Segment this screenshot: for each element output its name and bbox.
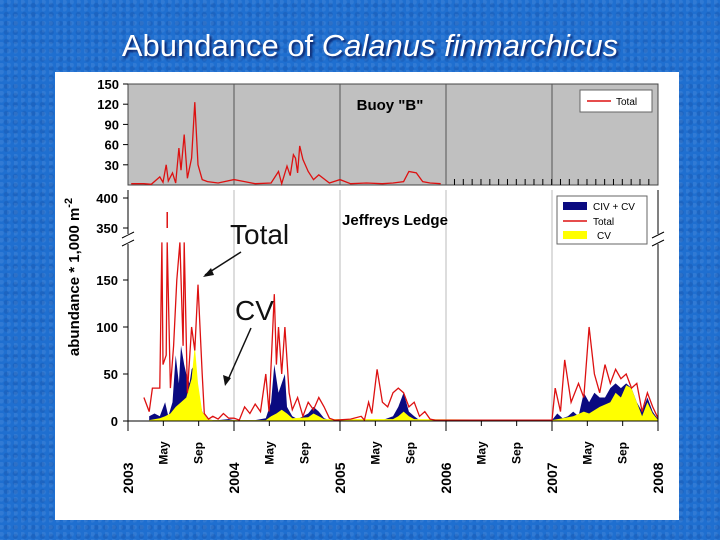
chart-svg: 30 60 90 120 150 0 50 100 150 350 400 2003 2004 2005…	[63, 77, 666, 494]
slide-title-prefix: Abundance of	[121, 28, 322, 63]
buoy-b-total-series	[131, 102, 441, 187]
y-tick-label: 350	[96, 221, 118, 236]
y-tick-label: 100	[96, 320, 118, 335]
buoy-b-plot-area	[127, 83, 659, 186]
y-tick-label: 0	[111, 414, 118, 429]
annotation-cv: CV	[235, 295, 274, 326]
buoy-b-chart: 30 60 90 120 150	[97, 77, 659, 187]
annotation-cv-arrowhead	[223, 375, 231, 386]
jeffreys-ledge-chart	[143, 190, 659, 422]
right-axis-break-mark	[651, 231, 665, 239]
buoy-b-y-tick-label: 60	[105, 138, 119, 153]
right-axis-break-mark	[651, 239, 665, 247]
x-month-label: May	[156, 441, 170, 465]
y-tick-label: 150	[96, 273, 118, 288]
y-axis-label-exponent: -2	[63, 198, 75, 208]
x-month-label: May	[368, 441, 382, 465]
annotation-cv-arrow	[226, 327, 252, 383]
x-year-label: 2008	[650, 462, 666, 493]
axes: 0 50 100 150 350 400 2003 2004 2005 2006 2007 2008 M…	[96, 190, 666, 494]
bottom-legend: CIV + CV Total CV	[556, 195, 648, 245]
y-axis-break-mark	[121, 239, 135, 247]
cv-area-series	[149, 345, 658, 421]
y-axis-break-mark	[121, 231, 135, 239]
slide-title: Abundance of Calanus finmarchicus	[0, 28, 720, 64]
x-month-label: May	[474, 441, 488, 465]
legend-total-label: Total	[593, 217, 614, 228]
x-year-label: 2004	[226, 462, 242, 493]
annotation-total: Total	[230, 219, 289, 250]
slide-title-species: Calanus finmarchicus	[321, 28, 619, 63]
civ-cv-area-series	[149, 345, 658, 421]
x-month-label: May	[580, 441, 594, 465]
legend-civ-cv-label: CIV + CV	[593, 202, 635, 213]
legend-cv-swatch	[563, 231, 587, 239]
top-legend-total-label: Total	[616, 97, 637, 108]
x-month-label: Sep	[192, 442, 206, 464]
buoy-b-title: Buoy "B"	[357, 97, 424, 114]
x-month-label: Sep	[298, 442, 312, 464]
jeffreys-ledge-title: Jeffreys Ledge	[342, 212, 448, 229]
jeffreys-total-series	[143, 242, 659, 422]
buoy-b-y-tick-label: 150	[97, 77, 119, 92]
top-legend: Total	[579, 89, 653, 113]
x-month-label: May	[262, 441, 276, 465]
buoy-b-y-tick-label: 120	[97, 97, 119, 112]
y-axis-label-text: abundance * 1,000 m	[66, 208, 83, 356]
legend-civ-cv-swatch	[563, 202, 587, 210]
top-legend-box	[579, 89, 653, 113]
chart-panel: 30 60 90 120 150 0 50 100 150 350 400 2003 2004 2005…	[55, 72, 679, 520]
x-year-label: 2003	[120, 462, 136, 493]
buoy-b-y-tick-label: 90	[105, 117, 119, 132]
x-year-label: 2007	[544, 462, 560, 493]
legend-cv-label: CV	[597, 231, 611, 242]
x-month-label: Sep	[404, 442, 418, 464]
y-tick-label: 50	[104, 367, 118, 382]
y-tick-label: 400	[96, 191, 118, 206]
x-month-label: Sep	[510, 442, 524, 464]
y-axis-label: abundance * 1,000 m-2	[63, 198, 83, 356]
annotation-total-arrowhead	[203, 268, 214, 277]
x-year-label: 2006	[438, 462, 454, 493]
x-month-label: Sep	[616, 442, 630, 464]
x-year-label: 2005	[332, 462, 348, 493]
buoy-b-y-tick-label: 30	[105, 158, 119, 173]
